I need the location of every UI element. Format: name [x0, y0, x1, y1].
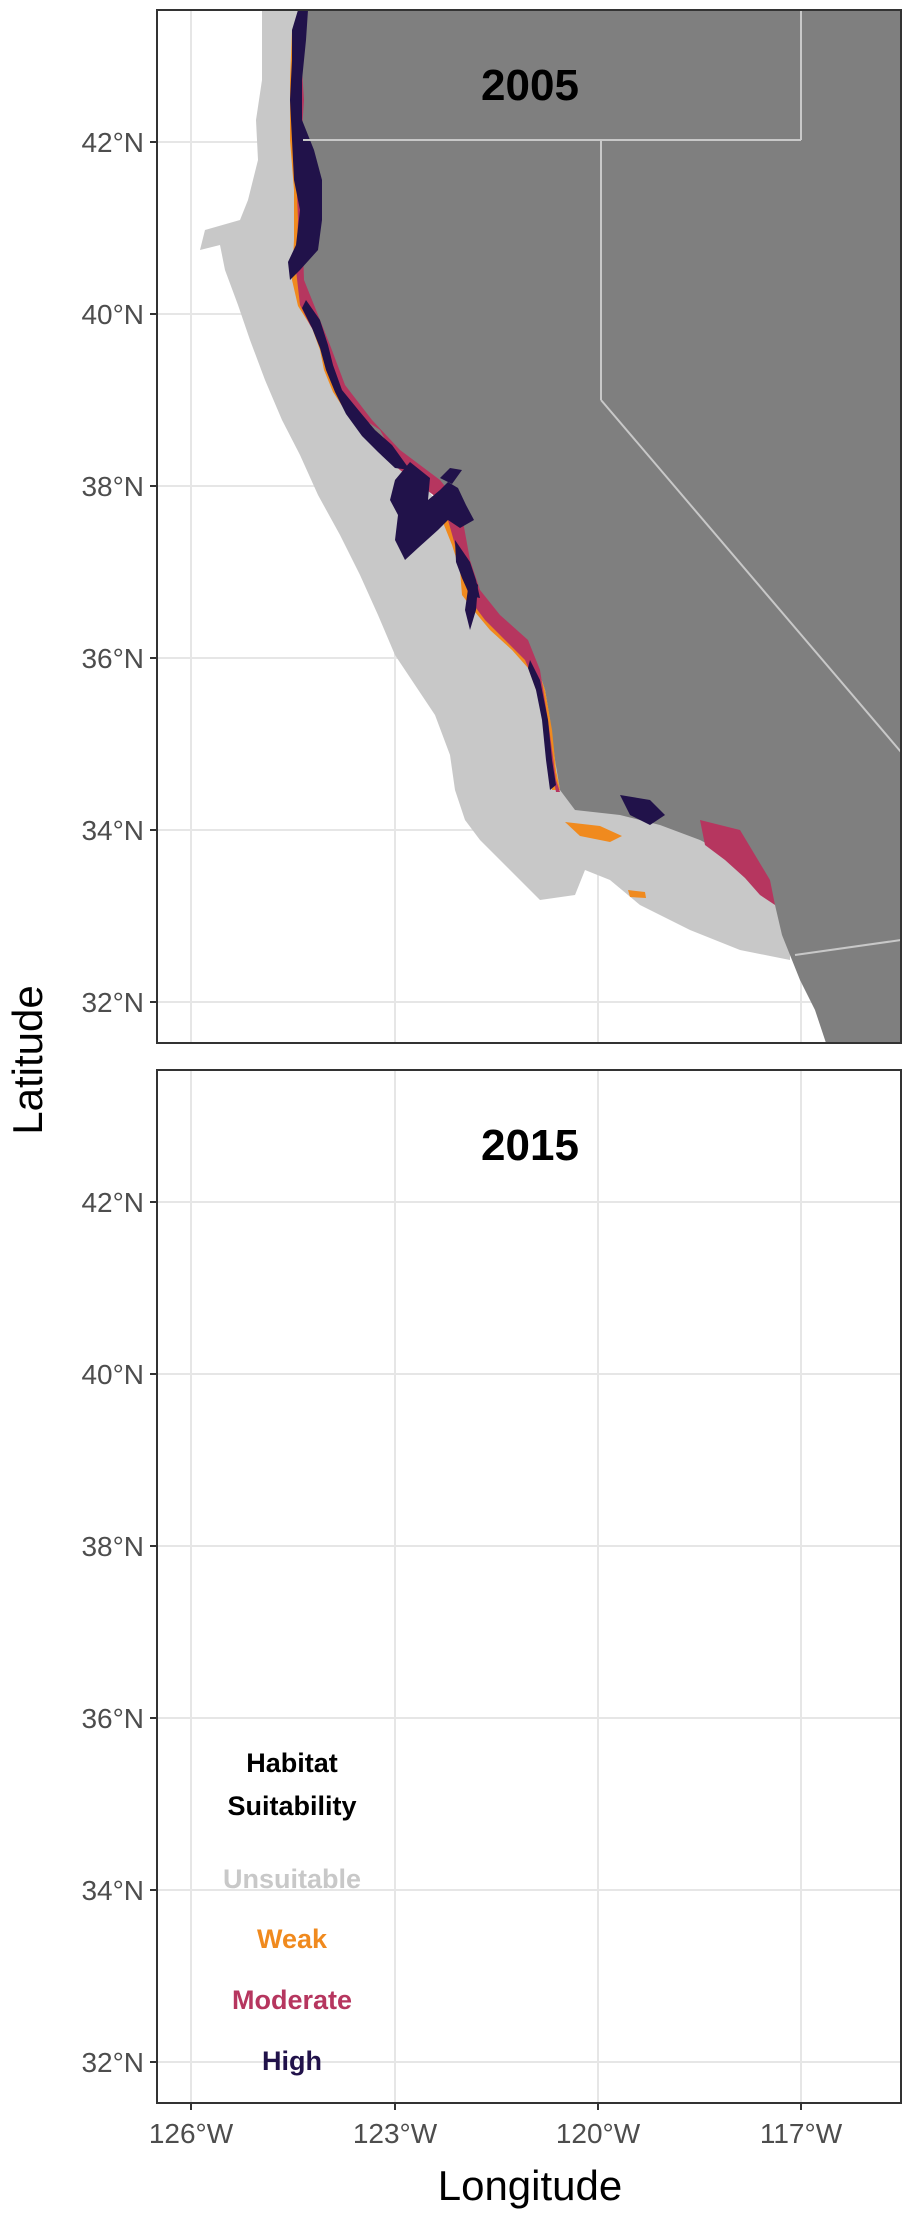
- y-tick-label: 32°N: [81, 2047, 144, 2078]
- x-axis: 126°W 123°W 120°W 117°W: [149, 2103, 843, 2149]
- y-tick-label: 36°N: [81, 1703, 144, 1734]
- state-borders: [303, 10, 901, 956]
- map-panel-2015: 2015 Habitat Suitability Unsuitable Weak…: [156, 1069, 902, 2104]
- map-panel-2005: 2005: [156, 9, 902, 1044]
- moderate-habitat-patch: [700, 820, 775, 905]
- panel-background: [157, 1070, 901, 2103]
- y-tick-label: 34°N: [81, 1875, 144, 1906]
- x-tick-label: 126°W: [149, 2118, 234, 2149]
- x-tick-label: 123°W: [353, 2118, 438, 2149]
- high-habitat-area: [528, 660, 556, 790]
- land-area[interactable]: [298, 10, 901, 1043]
- x-axis-title: Longitude: [438, 2162, 623, 2209]
- high-habitat-area: [465, 575, 478, 630]
- panel-border: [156, 1069, 902, 2104]
- y-axis-panel-2015: 42°N 40°N 38°N 36°N 34°N 32°N: [81, 1187, 157, 2078]
- high-habitat-area: [302, 300, 410, 470]
- legend-title-line1: Habitat: [246, 1748, 338, 1778]
- weak-habitat-patch: [628, 890, 646, 898]
- high-habitat-area: [288, 10, 322, 280]
- panel-title: 2005: [481, 61, 579, 110]
- y-tick-label: 34°N: [81, 815, 144, 846]
- y-tick-label: 42°N: [81, 127, 144, 158]
- weak-habitat-patch: [565, 822, 622, 842]
- y-tick-label: 38°N: [81, 1531, 144, 1562]
- y-tick-label: 32°N: [81, 987, 144, 1018]
- high-habitat-bay: [390, 462, 474, 560]
- high-habitat-bay: [440, 468, 462, 484]
- legend: Habitat Suitability Unsuitable Weak Mode…: [223, 1748, 361, 2076]
- legend-item-moderate: Moderate: [232, 1985, 352, 2015]
- y-tick-label: 40°N: [81, 299, 144, 330]
- legend-title-line2: Suitability: [227, 1791, 356, 1821]
- legend-item-unsuitable: Unsuitable: [223, 1864, 361, 1894]
- y-tick-label: 36°N: [81, 643, 144, 674]
- x-tick-label: 120°W: [556, 2118, 641, 2149]
- high-habitat-area: [620, 795, 665, 825]
- y-axis-panel-2005: 42°N 40°N 38°N 36°N 34°N 32°N: [81, 127, 157, 1018]
- y-tick-label: 38°N: [81, 471, 144, 502]
- panel-border: [156, 9, 902, 1044]
- panel-title: 2015: [481, 1121, 579, 1170]
- y-tick-label: 40°N: [81, 1359, 144, 1390]
- grid-lines: [157, 1070, 901, 2103]
- x-tick-label: 117°W: [760, 2118, 843, 2149]
- legend-item-weak: Weak: [257, 1924, 328, 1954]
- legend-item-high: High: [262, 2046, 322, 2076]
- y-tick-label: 42°N: [81, 1187, 144, 1218]
- y-axis-title: Latitude: [4, 985, 51, 1134]
